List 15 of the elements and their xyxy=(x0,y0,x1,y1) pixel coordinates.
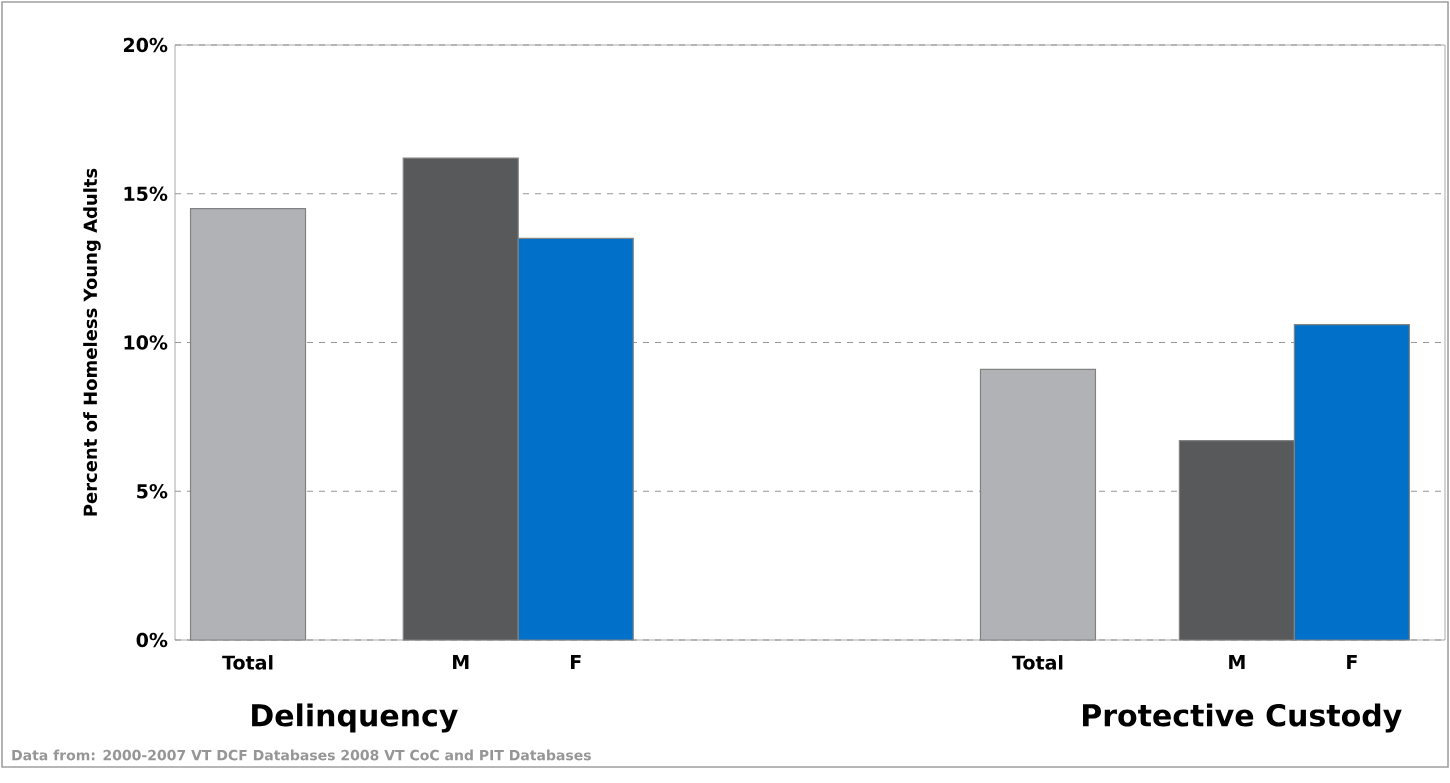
x-tick-label: Total xyxy=(1012,655,1063,670)
y-tick-label: 10% xyxy=(124,335,168,350)
y-tick-label: 15% xyxy=(124,186,168,201)
text: Data from: 2000-2007 VT DCF Databases 2008 VT CoC and PIT Databases xyxy=(12,749,591,761)
text: Protective Custody xyxy=(1083,703,1402,733)
x-tick-label: Total xyxy=(222,655,273,670)
x-tick-label: M xyxy=(1229,655,1245,669)
x-tick-label: F xyxy=(1347,655,1357,669)
text: Delinquency xyxy=(252,703,458,733)
x-tick-label: F xyxy=(571,655,581,669)
x-tick-label: M xyxy=(453,655,469,669)
y-axis-title: Percent of Homeless Young Adults xyxy=(83,168,101,516)
y-tick-label: 0% xyxy=(136,632,168,648)
y-tick-label: 20% xyxy=(123,37,168,53)
y-tick-label: 5% xyxy=(137,484,168,499)
